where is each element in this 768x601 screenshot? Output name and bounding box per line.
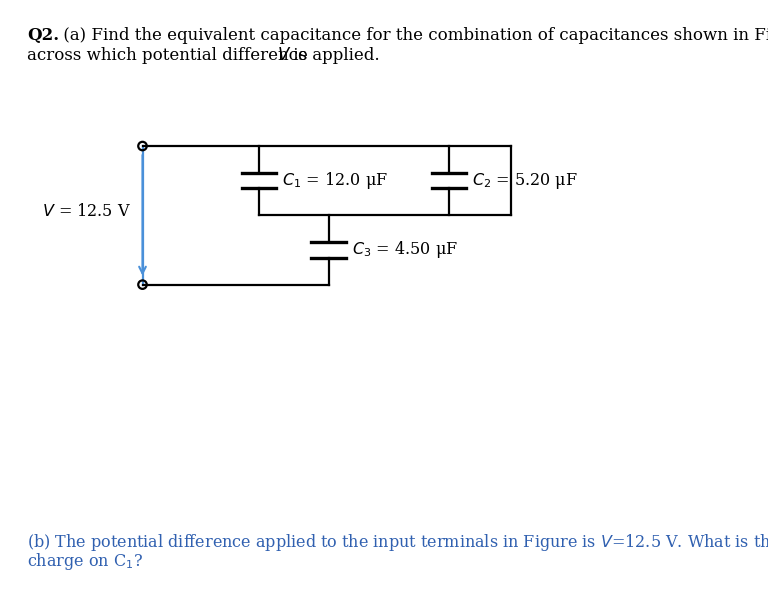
Text: is applied.: is applied. xyxy=(288,47,379,64)
Text: $C_2$ = 5.20 μF: $C_2$ = 5.20 μF xyxy=(472,171,578,191)
Text: (b) The potential difference applied to the input terminals in Figure is $V$=12.: (b) The potential difference applied to … xyxy=(27,532,768,553)
Text: $V$ = 12.5 V: $V$ = 12.5 V xyxy=(41,203,131,220)
Text: $C_1$ = 12.0 μF: $C_1$ = 12.0 μF xyxy=(282,170,388,191)
Text: Q2.: Q2. xyxy=(27,27,59,44)
Text: $V$: $V$ xyxy=(277,47,292,64)
Text: charge on C$_1$?: charge on C$_1$? xyxy=(27,551,143,572)
Text: across which potential difference: across which potential difference xyxy=(27,47,313,64)
Text: (a) Find the equivalent capacitance for the combination of capacitances shown in: (a) Find the equivalent capacitance for … xyxy=(58,27,768,44)
Text: $C_3$ = 4.50 μF: $C_3$ = 4.50 μF xyxy=(352,239,458,260)
